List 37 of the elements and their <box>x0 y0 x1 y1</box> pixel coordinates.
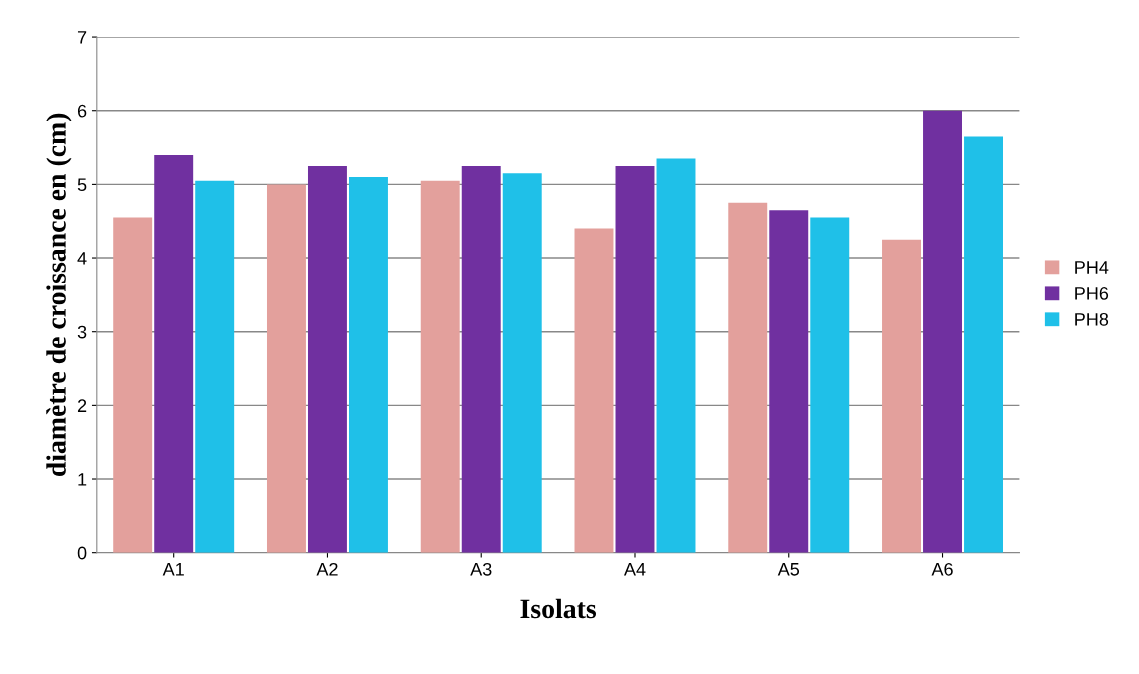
bar <box>195 180 235 553</box>
bar <box>964 136 1003 553</box>
bar <box>420 180 460 553</box>
bar <box>810 217 850 553</box>
bar <box>882 239 921 553</box>
bar <box>348 177 388 553</box>
y-tick-label: 1 <box>78 473 87 486</box>
bar <box>502 173 542 553</box>
bar <box>656 158 696 553</box>
bar <box>113 217 153 553</box>
x-tick-label: A3 <box>470 562 492 576</box>
y-axis-title: diamètre de croissance en (cm) <box>46 113 72 477</box>
legend-label: PH6 <box>1075 286 1109 300</box>
legend-label: PH8 <box>1075 312 1109 326</box>
x-tick-label: A5 <box>777 563 800 576</box>
y-tick-label: 7 <box>77 31 87 44</box>
x-tick-label: A4 <box>623 563 646 576</box>
bar <box>923 110 962 553</box>
x-tick-label: A6 <box>931 562 953 576</box>
y-tick-label: 4 <box>77 252 87 265</box>
x-axis-title: Isolats <box>520 598 597 619</box>
y-tick-label: 0 <box>77 546 87 560</box>
legend-label: PH4 <box>1075 261 1109 274</box>
y-tick-label: 2 <box>77 399 87 412</box>
bar <box>266 184 306 553</box>
y-tick-label: 5 <box>77 178 87 192</box>
bar <box>154 154 194 553</box>
y-tick-label: 3 <box>77 325 87 339</box>
x-tick-label: A2 <box>316 562 338 576</box>
bar <box>615 165 655 553</box>
bar <box>728 202 768 553</box>
bar <box>769 210 809 553</box>
bar <box>307 165 347 553</box>
y-tick-label: 6 <box>77 104 87 118</box>
bar <box>461 165 501 553</box>
x-tick-label: A1 <box>162 563 184 576</box>
bar <box>574 228 614 553</box>
